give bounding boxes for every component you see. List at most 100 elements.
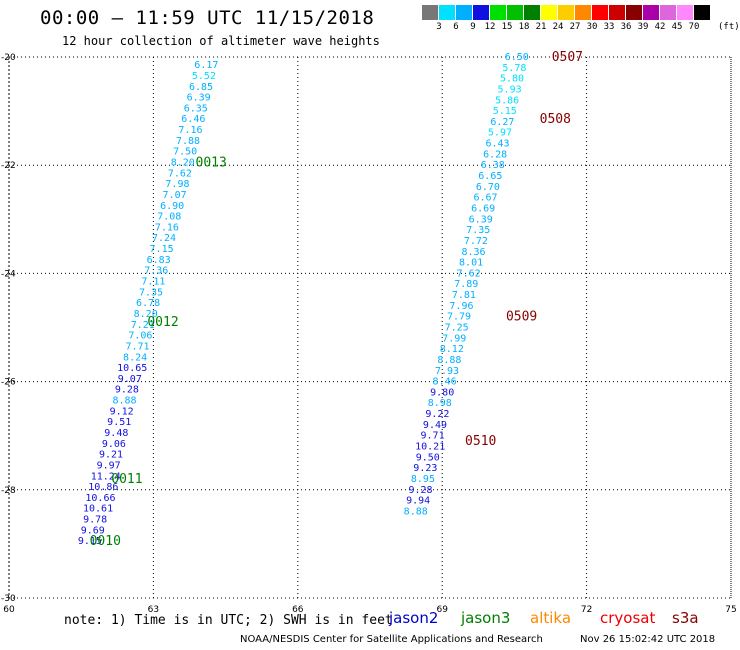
wave-height-label: 9.07 bbox=[118, 374, 142, 385]
wave-height-label: 6.17 bbox=[194, 60, 218, 71]
wave-height-label: 9.15 bbox=[78, 536, 102, 547]
wave-height-label: 7.11 bbox=[141, 277, 165, 288]
scale-swatch bbox=[575, 5, 592, 20]
scale-label: 9 bbox=[470, 22, 476, 32]
wave-height-label: 7.99 bbox=[442, 333, 466, 344]
wave-height-label: 6.46 bbox=[181, 114, 205, 125]
legend-altika: altika bbox=[530, 609, 572, 627]
scale-label: 6 bbox=[453, 22, 459, 32]
pass-time-label: 0508 bbox=[540, 112, 571, 127]
scale-swatch bbox=[507, 5, 524, 20]
wave-height-label: 9.80 bbox=[430, 387, 454, 398]
wave-height-label: 7.50 bbox=[173, 147, 197, 158]
wave-height-label: 6.28 bbox=[483, 149, 507, 160]
wave-height-label: 7.62 bbox=[168, 168, 192, 179]
wave-height-label: 9.49 bbox=[423, 420, 447, 431]
wave-height-label: 5.97 bbox=[488, 128, 512, 139]
pass-time-label: 0011 bbox=[111, 472, 142, 487]
wave-height-label: 6.35 bbox=[184, 103, 208, 114]
x-tick-label: 72 bbox=[581, 605, 592, 615]
wave-height-label: 10.61 bbox=[83, 504, 113, 515]
wave-height-label: 5.93 bbox=[498, 84, 522, 95]
wave-height-label: 7.79 bbox=[447, 312, 471, 323]
scale-swatch bbox=[558, 5, 575, 20]
scale-label: 45 bbox=[671, 22, 683, 32]
wave-height-label: 8.01 bbox=[459, 258, 483, 269]
wave-height-label: 8.88 bbox=[404, 506, 428, 517]
wave-height-label: 8.88 bbox=[437, 355, 461, 366]
scale-label: 24 bbox=[552, 22, 564, 32]
wave-height-label: 5.80 bbox=[500, 74, 524, 85]
wave-height-label: 10.86 bbox=[88, 482, 118, 493]
legend-jason2: jason2 bbox=[389, 609, 439, 627]
scale-swatch bbox=[422, 5, 439, 20]
chart-subtitle: 12 hour collection of altimeter wave hei… bbox=[62, 34, 380, 48]
wave-height-label: 8.98 bbox=[428, 398, 452, 409]
wave-height-label: 8.20 bbox=[171, 157, 195, 168]
wave-height-label: 7.89 bbox=[454, 279, 478, 290]
scale-swatch bbox=[677, 5, 694, 20]
x-tick-label: 66 bbox=[292, 605, 304, 615]
scale-label: 70 bbox=[688, 22, 700, 32]
wave-height-label: 8.24 bbox=[123, 352, 147, 363]
wave-height-label: 6.39 bbox=[469, 214, 493, 225]
wave-height-label: 6.50 bbox=[505, 52, 529, 63]
scale-label: 3 bbox=[436, 22, 442, 32]
wave-height-label: 9.78 bbox=[83, 515, 107, 526]
wave-height-label: 8.20 bbox=[134, 309, 158, 320]
pass-time-label: 0013 bbox=[196, 155, 227, 170]
wave-height-label: 8.46 bbox=[433, 377, 457, 388]
y-tick-label: -30 bbox=[1, 594, 16, 604]
wave-height-label: 9.28 bbox=[115, 385, 139, 396]
scale-swatch bbox=[541, 5, 558, 20]
wave-height-label: 9.06 bbox=[102, 439, 126, 450]
scale-label: 30 bbox=[586, 22, 598, 32]
wave-height-label: 7.21 bbox=[131, 320, 155, 331]
wave-height-label: 9.97 bbox=[97, 460, 121, 471]
y-tick-label: -22 bbox=[1, 161, 16, 171]
y-tick-label: -26 bbox=[1, 378, 16, 388]
legend-jason3: jason3 bbox=[461, 609, 511, 627]
scale-label: 27 bbox=[569, 22, 581, 32]
scale-label: 33 bbox=[603, 22, 615, 32]
wave-height-label: 7.06 bbox=[128, 331, 152, 342]
wave-height-label: 7.62 bbox=[457, 268, 481, 279]
wave-height-label: 7.93 bbox=[435, 366, 459, 377]
y-tick-label: -24 bbox=[1, 269, 16, 279]
pass-time-label: 0509 bbox=[506, 310, 537, 325]
wave-height-label: 6.78 bbox=[136, 298, 160, 309]
wave-height-label: 9.48 bbox=[104, 428, 128, 439]
wave-height-label: 9.28 bbox=[408, 485, 432, 496]
scale-swatch bbox=[524, 5, 541, 20]
wave-height-label: 7.35 bbox=[139, 287, 163, 298]
wave-height-label: 6.70 bbox=[476, 182, 500, 193]
wave-height-label: 9.50 bbox=[416, 452, 440, 463]
wave-height-label: 7.96 bbox=[449, 301, 473, 312]
wave-height-label: 7.24 bbox=[152, 233, 176, 244]
wave-height-label: 6.90 bbox=[160, 201, 184, 212]
wave-height-label: 7.72 bbox=[464, 236, 488, 247]
legend-s3a: s3a bbox=[672, 609, 699, 627]
wave-height-label: 5.15 bbox=[493, 106, 517, 117]
scale-unit: (ft) bbox=[718, 22, 740, 32]
wave-height-label: 9.69 bbox=[81, 525, 105, 536]
x-tick-label: 60 bbox=[3, 605, 15, 615]
wave-height-label: 5.78 bbox=[502, 63, 526, 74]
x-tick-label: 69 bbox=[436, 605, 448, 615]
scale-swatch bbox=[694, 5, 711, 20]
wave-height-label: 6.27 bbox=[490, 117, 514, 128]
scale-label: 15 bbox=[501, 22, 513, 32]
chart-title: 00:00 – 11:59 UTC 11/15/2018 bbox=[40, 7, 375, 29]
wave-height-label: 7.07 bbox=[163, 190, 187, 201]
wave-height-label: 7.35 bbox=[466, 225, 490, 236]
scale-swatch bbox=[592, 5, 609, 20]
wave-height-label: 5.86 bbox=[495, 95, 519, 106]
wave-height-label: 6.85 bbox=[189, 82, 213, 93]
pass-time-label: 0010 bbox=[90, 534, 121, 549]
scale-swatch bbox=[660, 5, 677, 20]
scale-label: 42 bbox=[654, 22, 666, 32]
wave-height-label: 7.98 bbox=[165, 179, 189, 190]
wave-height-label: 8.88 bbox=[112, 396, 136, 407]
pass-time-label: 0507 bbox=[552, 50, 583, 65]
scale-label: 36 bbox=[620, 22, 632, 32]
